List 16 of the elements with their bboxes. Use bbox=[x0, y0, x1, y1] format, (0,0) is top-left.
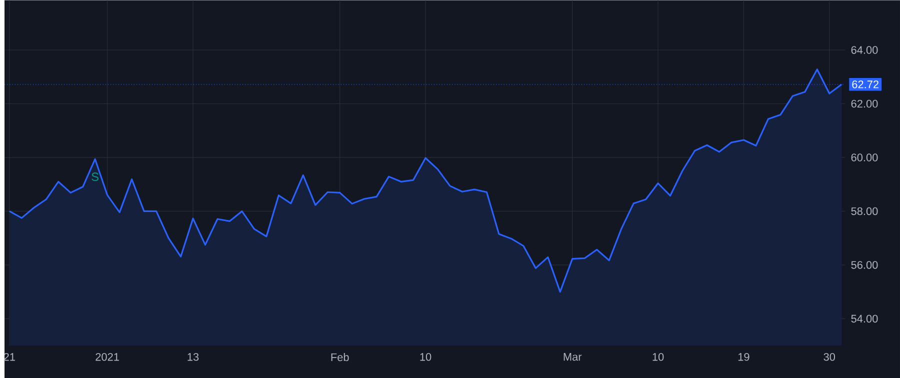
x-tick-label: 10 bbox=[420, 352, 432, 361]
x-tick-label: Feb bbox=[331, 352, 349, 361]
x-tick-label: Mar bbox=[564, 352, 582, 361]
y-tick-label: 64.00 bbox=[851, 46, 878, 54]
x-tick-label: 19 bbox=[738, 352, 750, 361]
x-tick-label: 30 bbox=[824, 352, 836, 361]
x-tick-label: 10 bbox=[652, 352, 664, 361]
y-tick-label: 58.00 bbox=[851, 207, 878, 215]
ref-line-label: 62.72 bbox=[852, 80, 878, 88]
annotation: S bbox=[92, 172, 99, 181]
y-tick-label: 56.00 bbox=[851, 260, 878, 269]
y-tick-label: 54.00 bbox=[851, 314, 878, 322]
x-tick-label: 13 bbox=[188, 352, 199, 361]
x-tick-label: 2021 bbox=[96, 352, 119, 361]
y-tick-label: 60.00 bbox=[851, 153, 878, 162]
y-tick-label: 62.00 bbox=[851, 100, 878, 108]
